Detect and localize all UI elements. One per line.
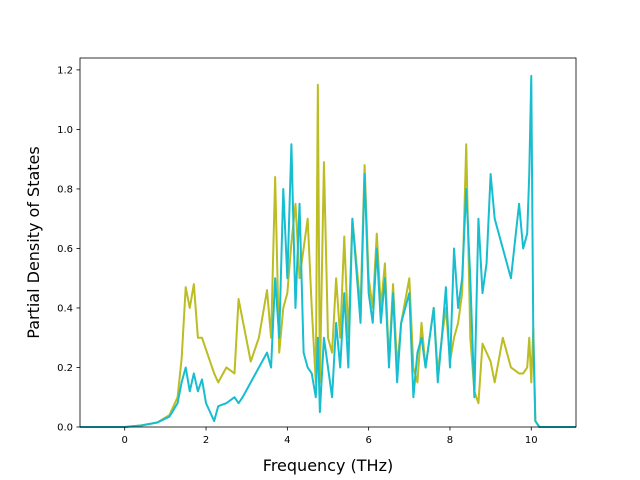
- y-axis-ticks: 0.0 0.2 0.4 0.6 0.8 1.0 1.2: [57, 65, 80, 434]
- x-axis-ticks: 0 2 4 6 8 10: [122, 427, 538, 446]
- x-tick-label: 2: [203, 435, 209, 446]
- x-tick-label: 10: [525, 435, 538, 446]
- x-tick-label: 0: [122, 435, 128, 446]
- x-axis-label: Frequency (THz): [263, 456, 393, 475]
- y-tick-label: 0.4: [57, 303, 73, 314]
- x-tick-label: 8: [447, 435, 453, 446]
- pdos-series-line-2: [80, 74, 576, 428]
- x-tick-label: 4: [284, 435, 290, 446]
- y-axis-label: Partial Density of States: [24, 146, 43, 338]
- series-layer: [80, 74, 576, 428]
- axes-frame: [79, 57, 577, 428]
- y-tick-label: 1.0: [57, 125, 73, 136]
- y-tick-label: 0.8: [57, 184, 73, 195]
- y-tick-label: 0.6: [57, 244, 73, 255]
- y-tick-label: 1.2: [57, 65, 73, 76]
- x-tick-label: 6: [365, 435, 371, 446]
- y-tick-label: 0.0: [57, 423, 73, 434]
- y-tick-label: 0.2: [57, 363, 73, 374]
